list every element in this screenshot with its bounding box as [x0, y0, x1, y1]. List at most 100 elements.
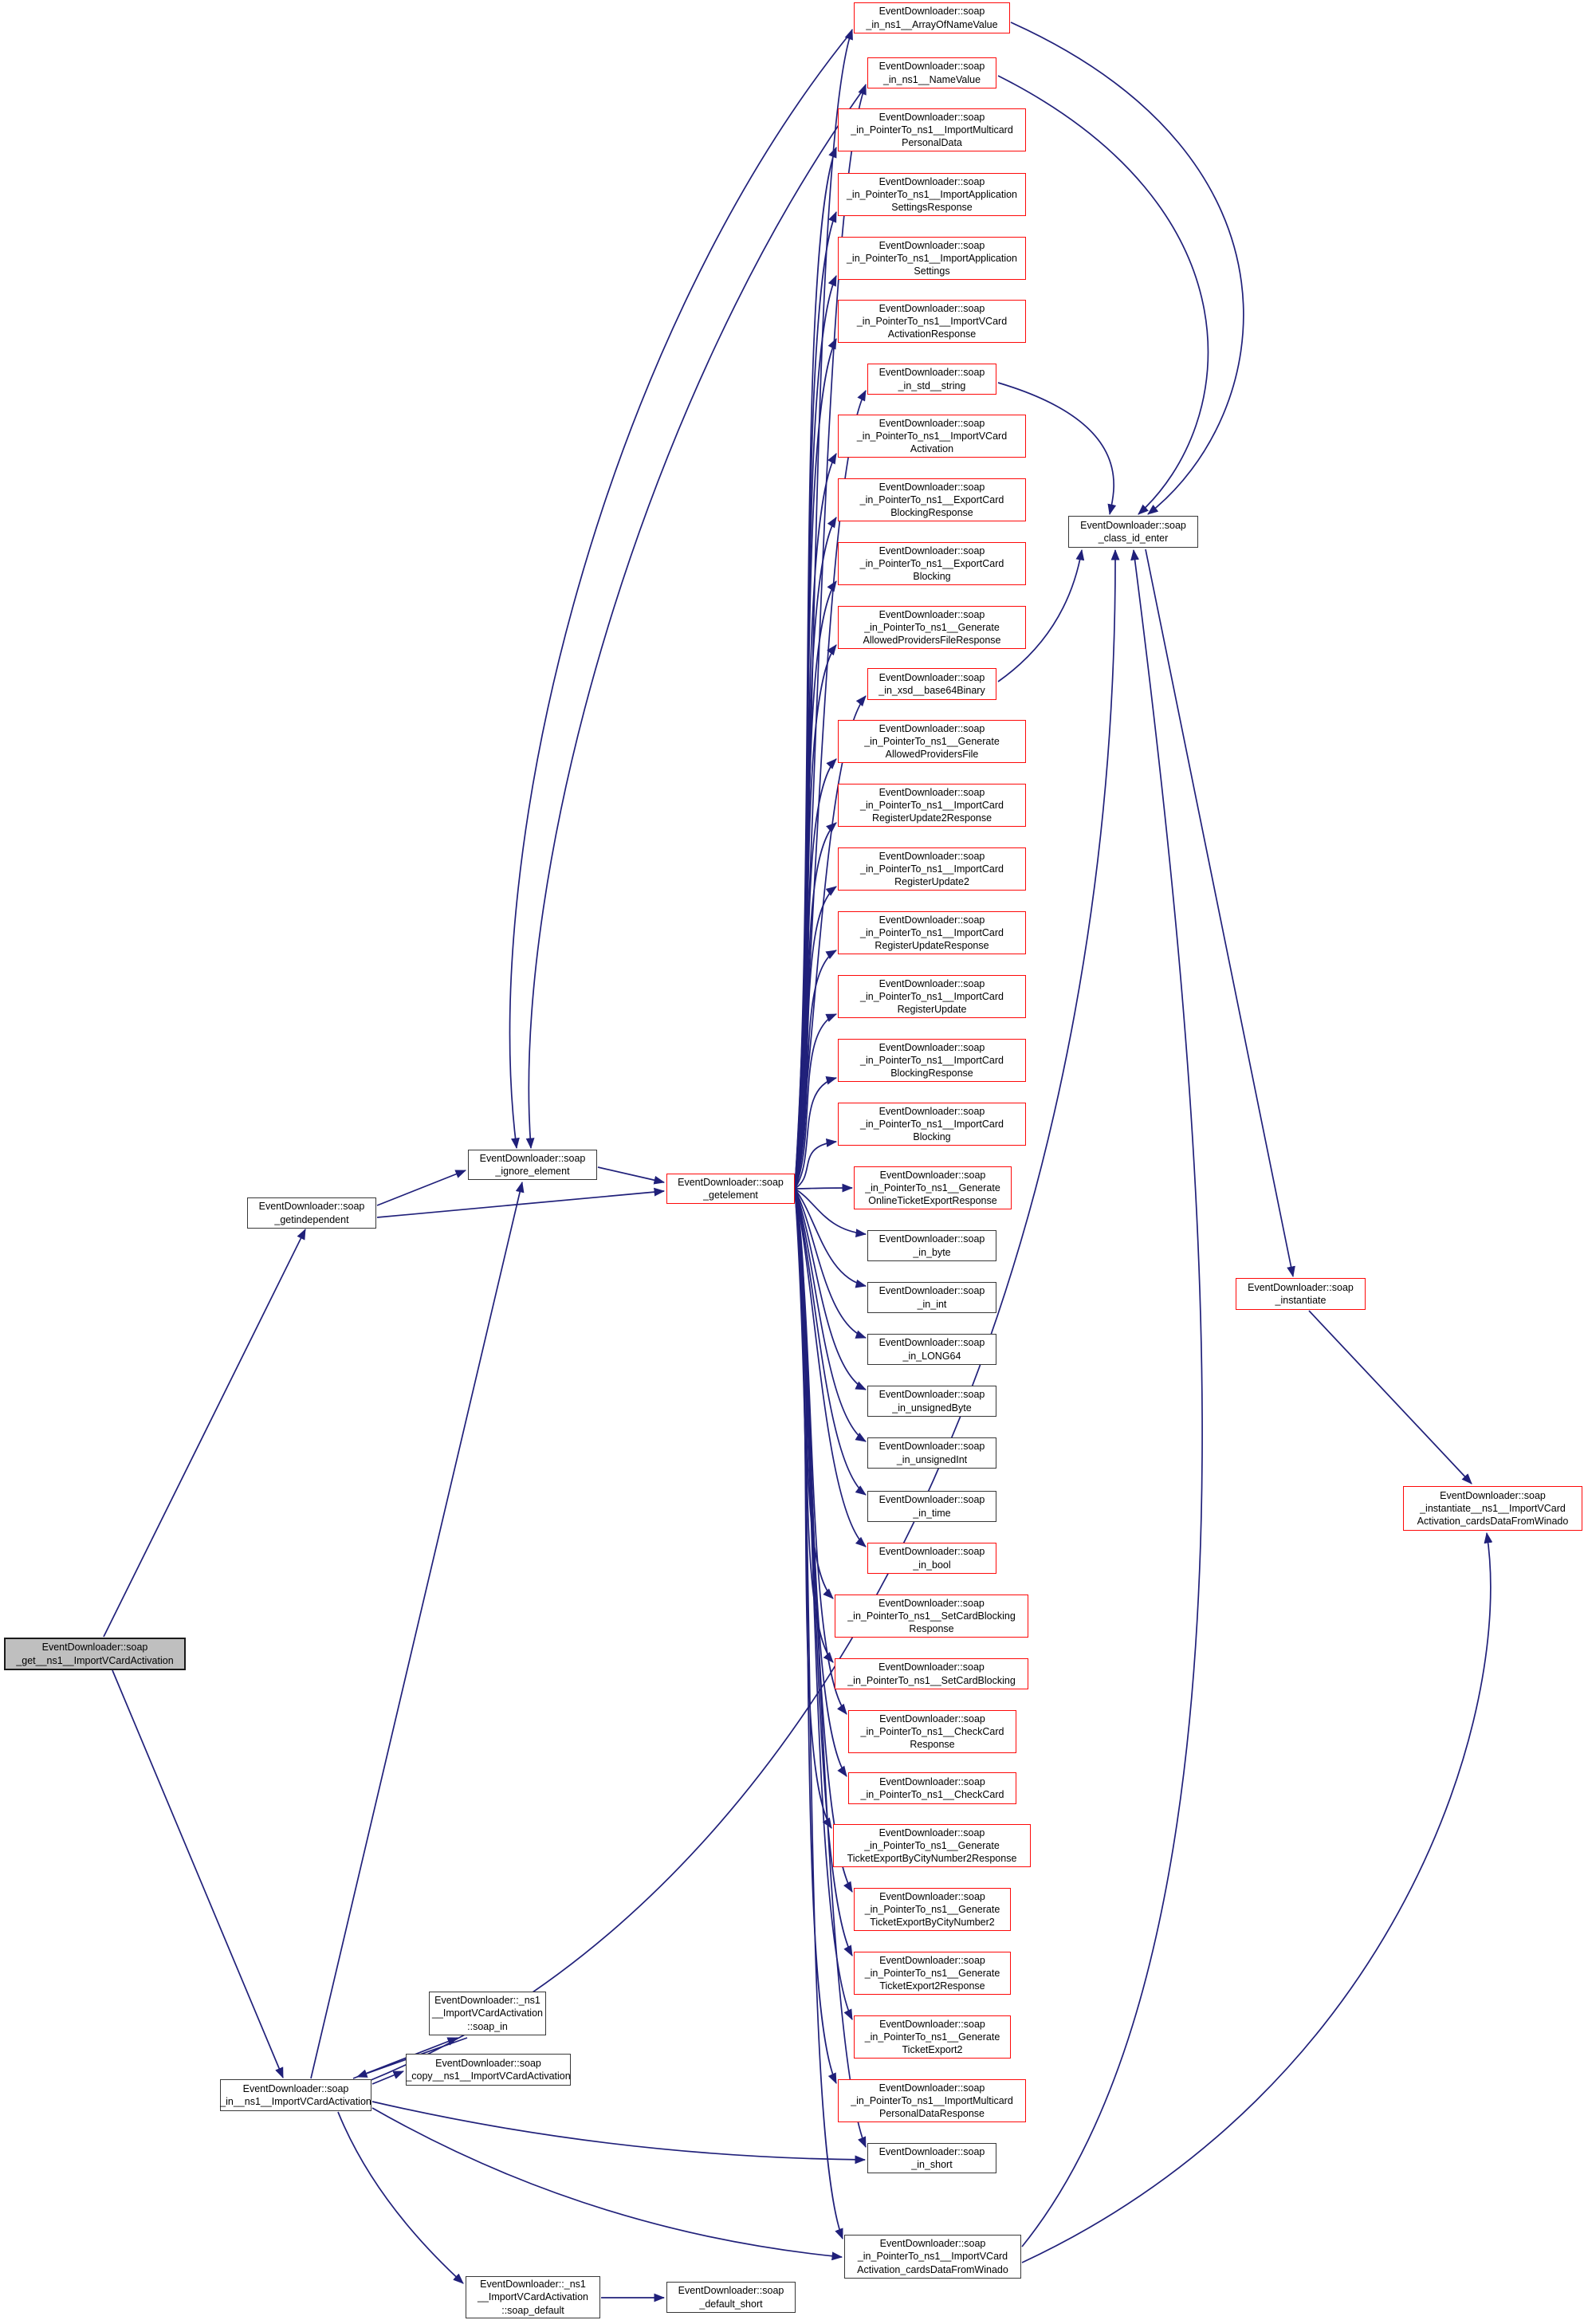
node-ptr-ImportVCardActivation-cardsDataFromWinado[interactable]: EventDownloader::soap _in_PointerTo_ns1_… — [844, 2235, 1021, 2279]
node-method-soap-in[interactable]: EventDownloader::_ns1 __ImportVCardActiv… — [429, 1992, 546, 2035]
edge-getelement-to-in-LONG64 — [794, 1188, 867, 1339]
edge-ignore-to-getelement — [597, 1166, 666, 1185]
edge-ptr-cardsdw-to-instantiate-cardsdw — [1021, 1532, 1493, 2263]
node-instantiate-cardsDW[interactable]: EventDownloader::soap _instantiate__ns1_… — [1403, 1486, 1582, 1531]
node-label: EventDownloader::soap _in__ns1__ImportVC… — [220, 2082, 371, 2107]
edge-arrayofnamevalue-to-class-id-enter — [1010, 22, 1244, 515]
node-copy-ns1[interactable]: EventDownloader::soap _copy__ns1__Import… — [406, 2054, 571, 2086]
edge-getelement-to-ptr-ImportCardBlockingResponse — [794, 1075, 838, 1190]
node-in-LONG64[interactable]: EventDownloader::soap _in_LONG64 — [867, 1334, 996, 1365]
edge-getelement-to-ptr-ImportCardRegisterUpdate2Response — [794, 822, 837, 1190]
node-class-id-enter[interactable]: EventDownloader::soap _class_id_enter — [1068, 516, 1198, 548]
node-ignore-element[interactable]: EventDownloader::soap _ignore_element — [468, 1150, 597, 1180]
node-in-bool[interactable]: EventDownloader::soap _in_bool — [867, 1543, 996, 1574]
edge-in-ns1-to-copy — [371, 2070, 405, 2085]
node-in-xsd-base64Binary[interactable]: EventDownloader::soap _in_xsd__base64Bin… — [867, 668, 996, 700]
edge-getindependent-to-getelement — [376, 1187, 666, 1218]
edge-getelement-to-ptr-GenerateAllowedProvidersFileResponse — [794, 644, 837, 1190]
node-label: EventDownloader::soap _default_short — [678, 2285, 784, 2310]
node-ptr-SetCardBlocking[interactable]: EventDownloader::soap _in_PointerTo_ns1_… — [835, 1658, 1028, 1689]
edge-std-string-to-class-id-enter — [997, 382, 1117, 516]
node-ptr-ImportVCardActivationResponse[interactable]: EventDownloader::soap _in_PointerTo_ns1_… — [838, 300, 1026, 343]
node-ptr-ImportCardRegisterUpdate2[interactable]: EventDownloader::soap _in_PointerTo_ns1_… — [838, 847, 1026, 891]
node-ptr-CheckCard[interactable]: EventDownloader::soap _in_PointerTo_ns1_… — [848, 1772, 1016, 1804]
node-label: EventDownloader::soap _in_PointerTo_ns1_… — [860, 786, 1004, 824]
node-label: EventDownloader::soap _instantiate__ns1_… — [1417, 1489, 1569, 1528]
node-ptr-ImportCardBlocking[interactable]: EventDownloader::soap _in_PointerTo_ns1_… — [838, 1103, 1026, 1146]
node-ptr-GenTicketExport2[interactable]: EventDownloader::soap _in_PointerTo_ns1_… — [854, 2015, 1011, 2059]
node-in-byte[interactable]: EventDownloader::soap _in_byte — [867, 1230, 996, 1261]
node-in-ns1-ImportVCardActivation[interactable]: EventDownloader::soap _in__ns1__ImportVC… — [220, 2079, 371, 2111]
node-label: EventDownloader::soap _in_PointerTo_ns1_… — [865, 1169, 1000, 1207]
node-label: EventDownloader::soap _in_PointerTo_ns1_… — [864, 722, 1000, 761]
edge-getelement-to-ptr-ImportCardRegisterUpdate2 — [794, 886, 837, 1190]
node-in-ns1-ArrayOfNameValue[interactable]: EventDownloader::soap _in_ns1__ArrayOfNa… — [854, 2, 1010, 33]
node-ptr-ImportMulticardPersonalDataResponse[interactable]: EventDownloader::soap _in_PointerTo_ns1_… — [838, 2079, 1026, 2122]
node-label: EventDownloader::soap _in_PointerTo_ns1_… — [847, 1597, 1016, 1635]
node-label: EventDownloader::soap _getindependent — [258, 1201, 365, 1225]
node-in-unsignedInt[interactable]: EventDownloader::soap _in_unsignedInt — [867, 1437, 996, 1469]
node-ptr-GenerateAllowedProvidersFile[interactable]: EventDownloader::soap _in_PointerTo_ns1_… — [838, 720, 1026, 763]
edge-instantiate-to-instantiate-cardsdw — [1308, 1310, 1472, 1484]
node-getelement[interactable]: EventDownloader::soap _getelement — [666, 1174, 795, 1204]
node-in-short[interactable]: EventDownloader::soap _in_short — [867, 2143, 996, 2173]
node-instantiate[interactable]: EventDownloader::soap _instantiate — [1236, 1278, 1366, 1310]
edge-getindependent-to-ignore — [376, 1170, 467, 1206]
edge-getelement-to-in-unsignedInt — [794, 1188, 867, 1442]
node-ptr-GenTicketExport2Response[interactable]: EventDownloader::soap _in_PointerTo_ns1_… — [854, 1952, 1011, 1995]
node-getindependent[interactable]: EventDownloader::soap _getindependent — [247, 1197, 376, 1229]
node-label: EventDownloader::soap _in_ns1__ArrayOfNa… — [866, 6, 998, 30]
node-ptr-CheckCardResponse[interactable]: EventDownloader::soap _in_PointerTo_ns1_… — [848, 1710, 1016, 1753]
node-label: EventDownloader::soap _in_PointerTo_ns1_… — [864, 1890, 1000, 1929]
node-ptr-SetCardBlockingResponse[interactable]: EventDownloader::soap _in_PointerTo_ns1_… — [835, 1595, 1028, 1638]
edge-getelement-to-ptr-ImportCardRegisterUpdate — [794, 1013, 838, 1190]
node-label: EventDownloader::soap _in_int — [878, 1285, 985, 1310]
node-label: EventDownloader::soap _copy__ns1__Import… — [406, 2057, 571, 2082]
node-label: EventDownloader::soap _in_time — [878, 1494, 985, 1519]
node-label: EventDownloader::soap _getelement — [678, 1176, 784, 1201]
node-default-short[interactable]: EventDownloader::soap _default_short — [666, 2282, 796, 2313]
edge-getelement-to-ptr-GenerateAllowedProvidersFile — [794, 758, 837, 1190]
node-in-std-string[interactable]: EventDownloader::soap _in_std__string — [867, 364, 996, 395]
node-label: EventDownloader::soap _in_PointerTo_ns1_… — [857, 2238, 1008, 2275]
node-label: EventDownloader::soap _in_PointerTo_ns1_… — [864, 1954, 1000, 1992]
edge-getelement-to-ptr-ImportCardRegisterUpdateResponse — [794, 950, 837, 1190]
node-ptr-ImportCardBlockingResponse[interactable]: EventDownloader::soap _in_PointerTo_ns1_… — [838, 1039, 1026, 1082]
node-ptr-ImportVCardActivation[interactable]: EventDownloader::soap _in_PointerTo_ns1_… — [838, 415, 1026, 458]
node-method-soap-default[interactable]: EventDownloader::_ns1 __ImportVCardActiv… — [466, 2276, 600, 2318]
node-ptr-ImportApplicationSettingsResponse[interactable]: EventDownloader::soap _in_PointerTo_ns1_… — [838, 173, 1026, 216]
node-ptr-ImportApplicationSettings[interactable]: EventDownloader::soap _in_PointerTo_ns1_… — [838, 237, 1026, 280]
node-ptr-ImportCardRegisterUpdate[interactable]: EventDownloader::soap _in_PointerTo_ns1_… — [838, 975, 1026, 1018]
edge-in-ns1-to-in-short — [371, 2101, 867, 2165]
node-ptr-GenerateAllowedProvidersFileResponse[interactable]: EventDownloader::soap _in_PointerTo_ns1_… — [838, 606, 1026, 649]
node-in-int[interactable]: EventDownloader::soap _in_int — [867, 1282, 996, 1313]
edge-get-to-in-ns1 — [112, 1669, 284, 2079]
node-label: EventDownloader::soap _in_PointerTo_ns1_… — [851, 2082, 1013, 2120]
node-in-time[interactable]: EventDownloader::soap _in_time — [867, 1491, 996, 1522]
edge-in-ns1-to-class-id-enter — [368, 549, 1120, 2082]
node-label: EventDownloader::soap _in_std__string — [878, 367, 985, 391]
node-ptr-ExportCardBlocking[interactable]: EventDownloader::soap _in_PointerTo_ns1_… — [838, 542, 1026, 585]
edge-getelement-to-ptr-ImportCardBlocking — [794, 1138, 838, 1190]
edge-in-ns1-to-ptr-cardsdw — [371, 2107, 843, 2261]
node-label: EventDownloader::soap _get__ns1__ImportV… — [16, 1642, 174, 1666]
edge-getelement-to-ptr-ImportVCardActivation-cardsDataFromWinado — [794, 1188, 843, 2240]
node-ptr-ImportCardRegisterUpdateResponse[interactable]: EventDownloader::soap _in_PointerTo_ns1_… — [838, 911, 1026, 954]
node-ptr-GenTicketExportByCityNumber2[interactable]: EventDownloader::soap _in_PointerTo_ns1_… — [854, 1888, 1011, 1931]
node-in-unsignedByte[interactable]: EventDownloader::soap _in_unsignedByte — [867, 1386, 996, 1417]
node-label: EventDownloader::soap _in_unsignedByte — [878, 1389, 985, 1414]
node-ptr-ImportMulticardPersonalData[interactable]: EventDownloader::soap _in_PointerTo_ns1_… — [838, 108, 1026, 151]
node-ptr-GenerateOnlineTicketExportResponse[interactable]: EventDownloader::soap _in_PointerTo_ns1_… — [854, 1166, 1012, 1209]
edge-getelement-to-in-int — [794, 1188, 867, 1288]
edge-getelement-to-in-short — [794, 1188, 867, 2148]
node-in-ns1-NameValue[interactable]: EventDownloader::soap _in_ns1__NameValue — [867, 57, 996, 88]
node-label: EventDownloader::soap _in_PointerTo_ns1_… — [847, 1827, 1017, 1865]
node-label: EventDownloader::soap _ignore_element — [479, 1152, 586, 1177]
node-ptr-GenTicketExportByCityNumber2Response[interactable]: EventDownloader::soap _in_PointerTo_ns1_… — [833, 1824, 1031, 1867]
node-ptr-ExportCardBlockingResponse[interactable]: EventDownloader::soap _in_PointerTo_ns1_… — [838, 478, 1026, 521]
node-label: EventDownloader::soap _in_PointerTo_ns1_… — [860, 1041, 1004, 1079]
node-ptr-ImportCardRegisterUpdate2Response[interactable]: EventDownloader::soap _in_PointerTo_ns1_… — [838, 784, 1026, 827]
node-label: EventDownloader::soap _in_PointerTo_ns1_… — [859, 545, 1004, 583]
node-label: EventDownloader::soap _in_PointerTo_ns1_… — [860, 850, 1004, 888]
